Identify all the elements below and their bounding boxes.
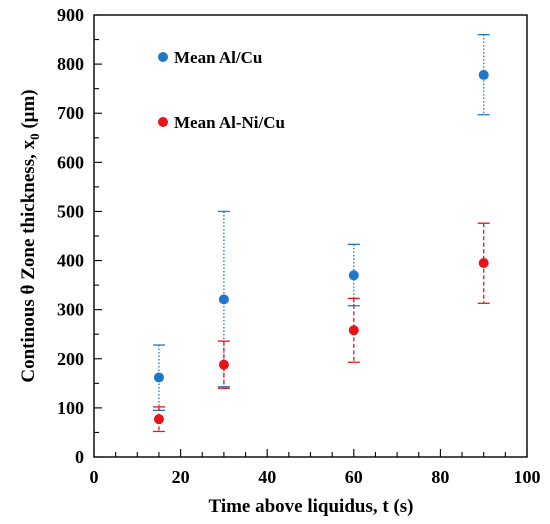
x-axis-title: Time above liquidus, t (s)	[209, 496, 414, 517]
data-point-series-1	[218, 359, 229, 370]
legend-item-al-cu: Mean Al/Cu	[158, 48, 262, 67]
x-tick-label: 40	[258, 467, 276, 487]
data-point-series-1	[153, 414, 164, 425]
x-tick-label: 0	[90, 467, 99, 487]
error-bars	[152, 33, 490, 433]
legend-label-al-cu: Mean Al/Cu	[174, 48, 262, 67]
y-axis-title-main: Continous θ Zone thickness, x	[18, 139, 39, 382]
data-point-series-1	[348, 325, 359, 336]
y-tick-label: 800	[57, 54, 84, 74]
y-tick-label: 0	[75, 447, 84, 467]
axes	[93, 14, 528, 458]
data-point-series-0	[153, 372, 164, 383]
x-tick-label: 20	[172, 467, 190, 487]
data-point-series-0	[478, 69, 489, 80]
data-point-series-1	[478, 258, 489, 269]
data-point-series-0	[218, 294, 229, 305]
y-tick-label: 900	[57, 5, 84, 25]
tick-labels: 0 20 40 60 80 100 0 100 200 300 400 500 600 700 800 900	[57, 5, 541, 487]
y-tick-label: 500	[57, 201, 84, 221]
y-tick-label: 600	[57, 152, 84, 172]
x-tick-label: 60	[345, 467, 363, 487]
legend: Mean Al/Cu Mean Al-Ni/Cu	[158, 48, 285, 132]
y-tick-label: 300	[57, 300, 84, 320]
y-tick-label: 400	[57, 251, 84, 271]
y-axis-title-unit: (μm)	[18, 89, 39, 133]
legend-label-al-ni-cu: Mean Al-Ni/Cu	[174, 113, 285, 132]
y-tick-label: 700	[57, 103, 84, 123]
y-axis-title: Continous θ Zone thickness, x0 (μm)	[18, 89, 42, 382]
legend-marker-al-cu	[158, 52, 168, 62]
x-tick-label: 100	[514, 467, 541, 487]
data-point-series-0	[348, 270, 359, 281]
y-tick-label: 200	[57, 349, 84, 369]
legend-marker-al-ni-cu	[158, 117, 168, 127]
x-tick-label: 80	[431, 467, 449, 487]
y-axis-title-subscript: 0	[27, 133, 42, 140]
legend-item-al-ni-cu: Mean Al-Ni/Cu	[158, 113, 285, 132]
y-tick-label: 100	[57, 398, 84, 418]
data-points	[153, 69, 489, 425]
